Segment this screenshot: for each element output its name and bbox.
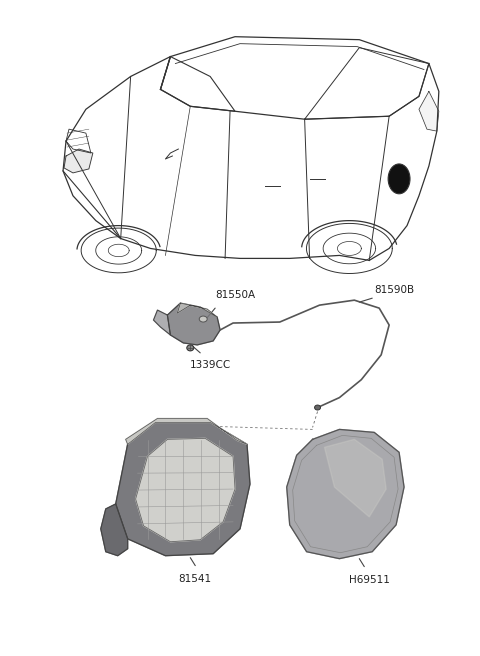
Polygon shape: [287, 430, 404, 559]
Text: H69511: H69511: [349, 575, 390, 584]
Ellipse shape: [187, 345, 194, 351]
Polygon shape: [324, 440, 386, 517]
Text: 1339CC: 1339CC: [190, 359, 231, 370]
Polygon shape: [136, 438, 235, 542]
Ellipse shape: [314, 405, 321, 410]
Polygon shape: [178, 303, 217, 317]
Polygon shape: [168, 303, 220, 345]
Text: 81590B: 81590B: [374, 285, 414, 295]
Polygon shape: [64, 149, 93, 173]
Ellipse shape: [199, 316, 207, 322]
Text: 81550A: 81550A: [215, 290, 255, 300]
Polygon shape: [126, 419, 247, 444]
Ellipse shape: [388, 164, 410, 194]
Polygon shape: [116, 422, 250, 556]
Polygon shape: [101, 504, 128, 556]
Polygon shape: [419, 91, 439, 131]
Text: 81541: 81541: [179, 573, 212, 584]
Polygon shape: [154, 310, 170, 335]
